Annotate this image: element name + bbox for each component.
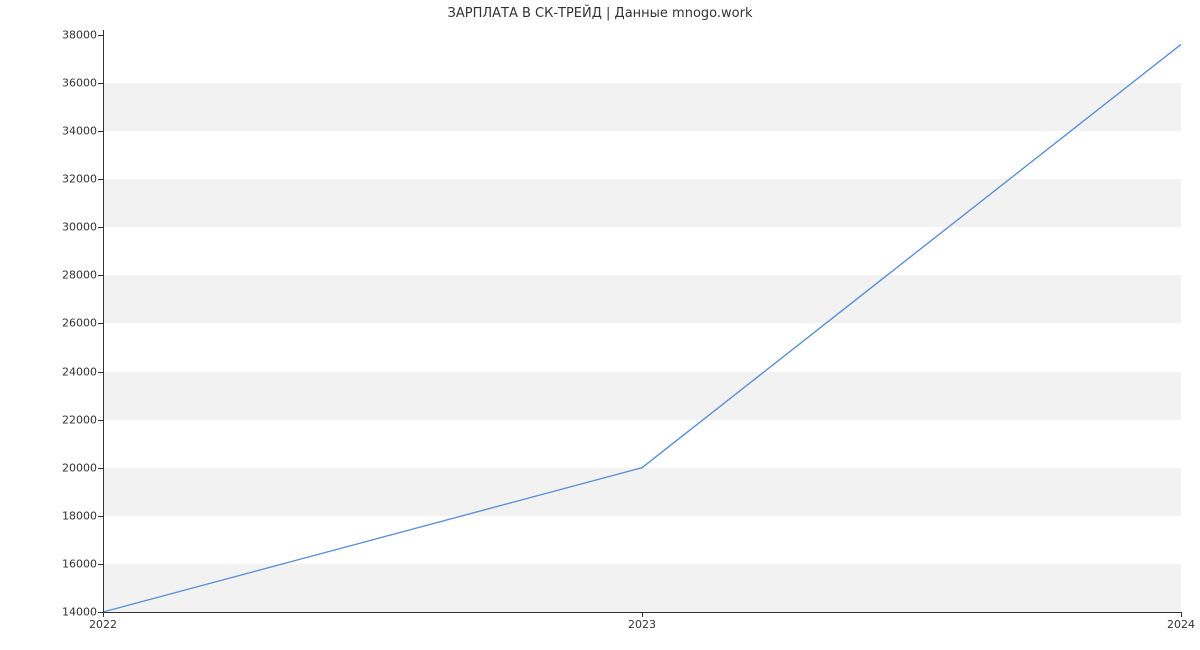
series-line-salary xyxy=(103,44,1181,612)
y-tick-label: 18000 xyxy=(62,509,103,522)
x-tick-mark xyxy=(1181,612,1182,617)
y-tick-label: 30000 xyxy=(62,221,103,234)
y-tick-label: 26000 xyxy=(62,317,103,330)
y-tick-label: 22000 xyxy=(62,413,103,426)
chart-title: ЗАРПЛАТА В СК-ТРЕЙД | Данные mnogo.work xyxy=(0,6,1200,21)
y-tick-label: 32000 xyxy=(62,173,103,186)
y-tick-label: 20000 xyxy=(62,461,103,474)
x-axis-line xyxy=(103,612,1181,613)
salary-line-chart: ЗАРПЛАТА В СК-ТРЕЙД | Данные mnogo.work … xyxy=(0,0,1200,650)
y-tick-label: 16000 xyxy=(62,557,103,570)
y-tick-label: 28000 xyxy=(62,269,103,282)
y-tick-label: 24000 xyxy=(62,365,103,378)
y-tick-label: 36000 xyxy=(62,76,103,89)
y-tick-label: 38000 xyxy=(62,28,103,41)
y-axis-line xyxy=(103,30,104,612)
line-layer xyxy=(103,30,1181,612)
y-tick-label: 34000 xyxy=(62,125,103,138)
plot-area: 1400016000180002000022000240002600028000… xyxy=(103,30,1181,612)
